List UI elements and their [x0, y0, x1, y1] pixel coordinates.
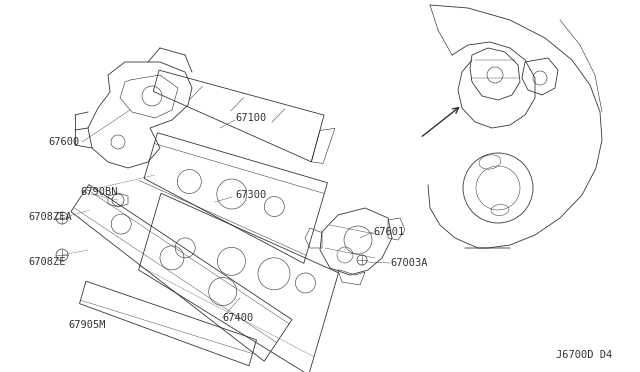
Text: 67003A: 67003A: [390, 258, 428, 268]
Text: 67601: 67601: [373, 227, 404, 237]
Text: 67100: 67100: [235, 113, 266, 123]
Text: 6790BN: 6790BN: [80, 187, 118, 197]
Text: 67300: 67300: [235, 190, 266, 200]
Text: 67400: 67400: [222, 313, 253, 323]
Text: 6708ZE: 6708ZE: [28, 257, 65, 267]
Text: J6700D D4: J6700D D4: [556, 350, 612, 360]
Text: 67905M: 67905M: [68, 320, 106, 330]
Text: 6708ZEA: 6708ZEA: [28, 212, 72, 222]
Text: 67600: 67600: [48, 137, 79, 147]
